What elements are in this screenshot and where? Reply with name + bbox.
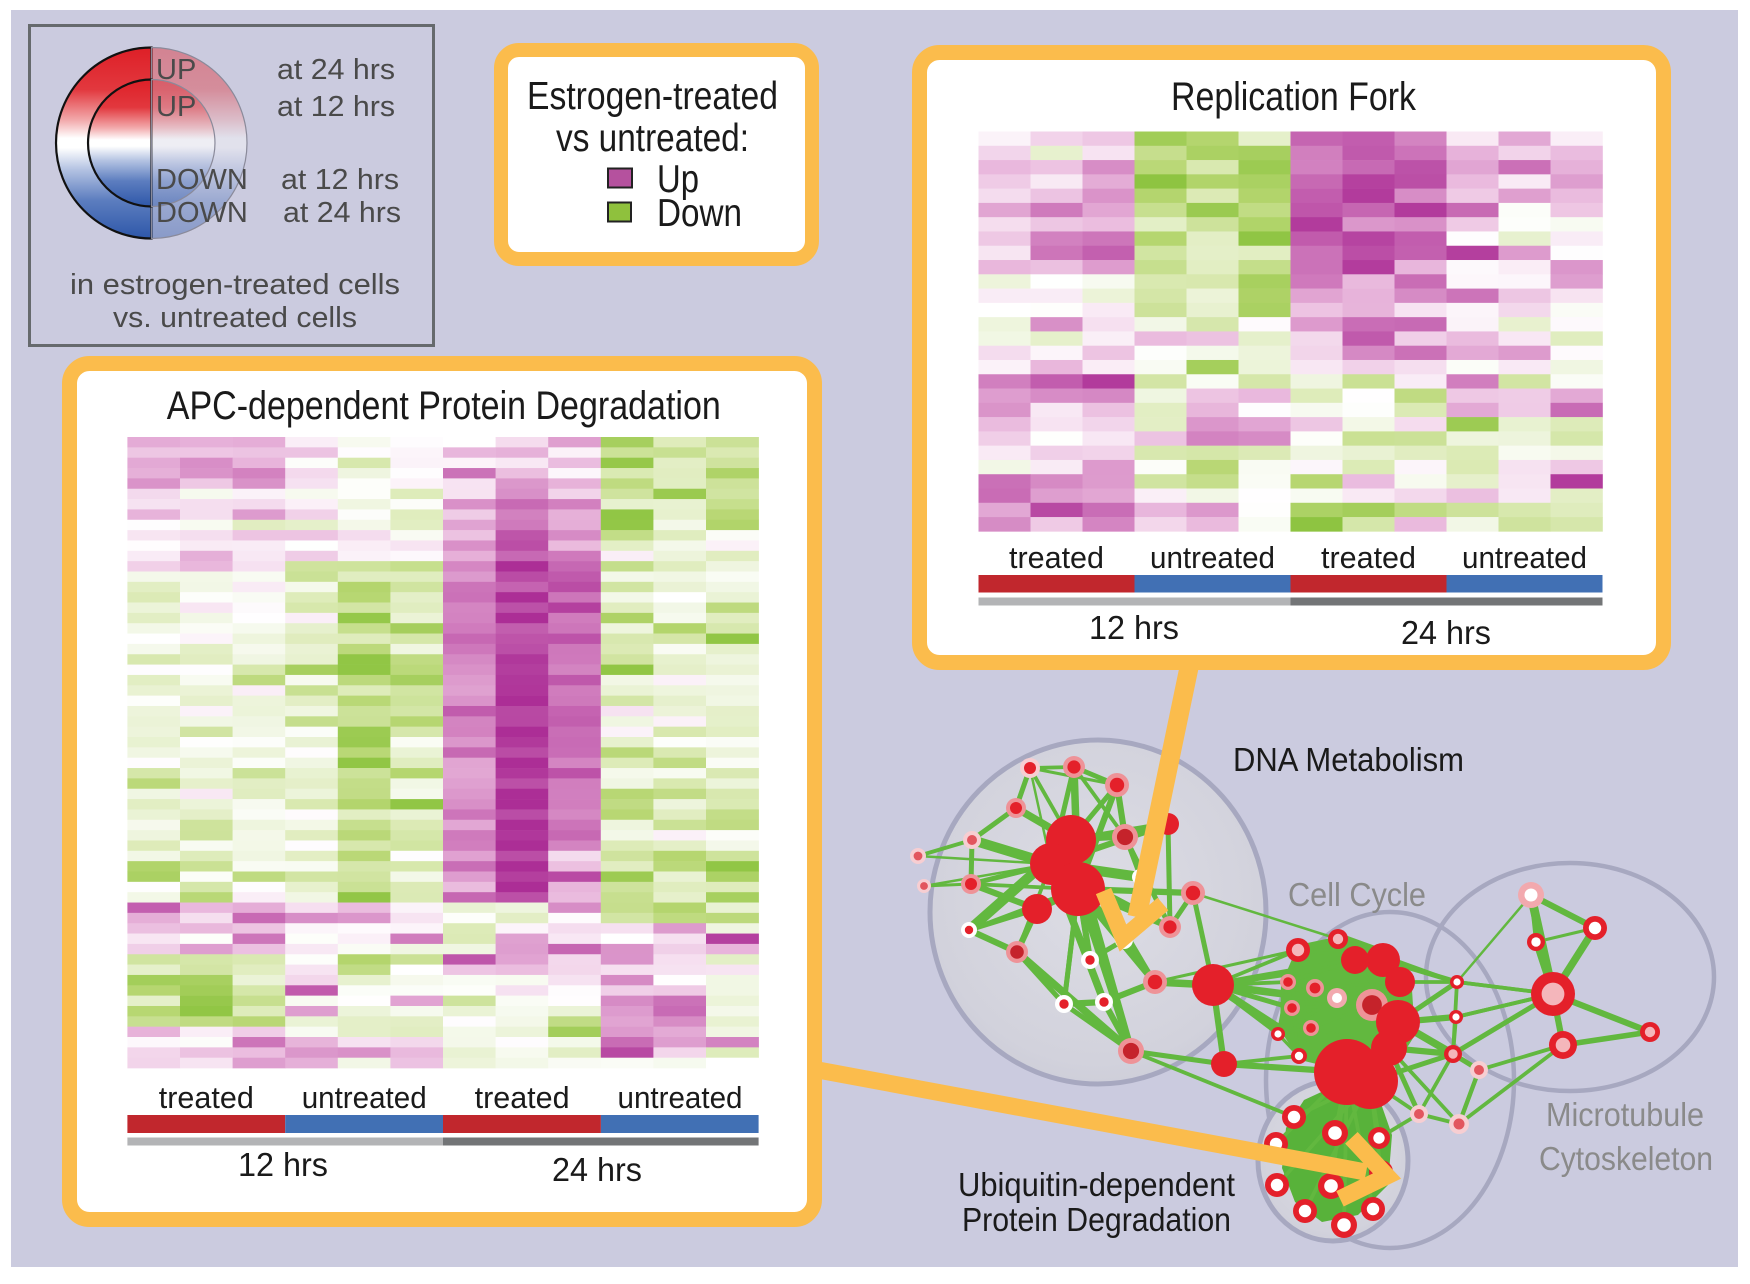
svg-text:Protein Degradation: Protein Degradation — [962, 1201, 1231, 1238]
svg-text:DOWN: DOWN — [156, 197, 248, 229]
svg-text:Microtubule: Microtubule — [1546, 1096, 1704, 1133]
svg-text:at 24 hrs: at 24 hrs — [277, 54, 395, 86]
svg-text:Up: Up — [657, 158, 699, 201]
svg-text:UP: UP — [156, 91, 196, 123]
svg-text:untreated: untreated — [1150, 540, 1275, 575]
svg-text:Estrogen-treated: Estrogen-treated — [527, 75, 778, 118]
svg-text:treated: treated — [1321, 540, 1416, 575]
svg-text:Down: Down — [657, 192, 742, 235]
svg-text:12 hrs: 12 hrs — [238, 1146, 328, 1183]
svg-text:vs untreated:: vs untreated: — [556, 117, 749, 160]
svg-text:24 hrs: 24 hrs — [1401, 614, 1491, 651]
svg-text:treated: treated — [475, 1080, 570, 1115]
svg-text:DNA Metabolism: DNA Metabolism — [1233, 741, 1464, 778]
svg-text:DOWN: DOWN — [156, 164, 248, 196]
svg-text:APC-dependent Protein Degradat: APC-dependent Protein Degradation — [167, 384, 721, 428]
svg-text:Ubiquitin-dependent: Ubiquitin-dependent — [958, 1166, 1235, 1203]
svg-text:at 24 hrs: at 24 hrs — [283, 197, 401, 229]
svg-text:treated: treated — [1009, 540, 1104, 575]
svg-text:treated: treated — [159, 1080, 254, 1115]
svg-text:at 12 hrs: at 12 hrs — [281, 164, 399, 196]
svg-text:12 hrs: 12 hrs — [1089, 609, 1179, 646]
svg-text:untreated: untreated — [302, 1080, 427, 1115]
svg-text:untreated: untreated — [618, 1080, 743, 1115]
svg-text:Replication Fork: Replication Fork — [1171, 75, 1417, 119]
svg-text:Cytoskeleton: Cytoskeleton — [1539, 1140, 1713, 1177]
svg-text:in estrogen-treated cells: in estrogen-treated cells — [70, 269, 400, 301]
svg-text:24 hrs: 24 hrs — [552, 1151, 642, 1188]
svg-text:Cell Cycle: Cell Cycle — [1288, 876, 1426, 913]
svg-text:at 12 hrs: at 12 hrs — [277, 91, 395, 123]
svg-text:UP: UP — [156, 54, 196, 86]
svg-text:vs. untreated cells: vs. untreated cells — [113, 302, 357, 334]
svg-text:untreated: untreated — [1462, 540, 1587, 575]
